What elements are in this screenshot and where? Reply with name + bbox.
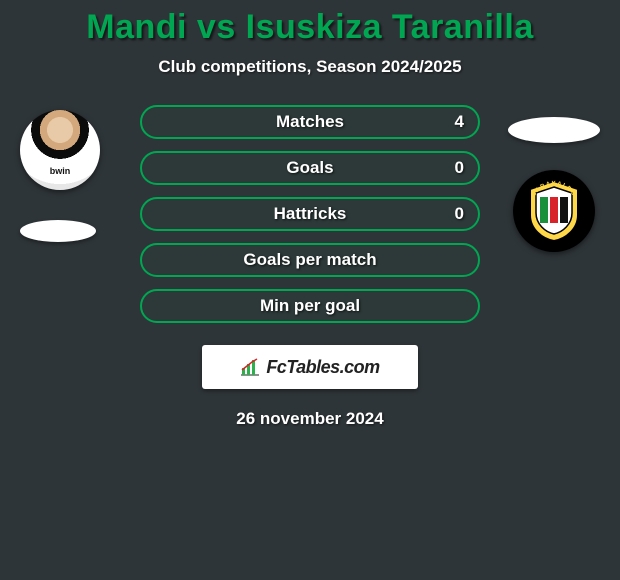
page-subtitle: Club competitions, Season 2024/2025 [0,57,620,77]
ellipse-right [508,117,600,143]
stat-label: Min per goal [260,296,360,316]
stat-label: Goals per match [243,250,376,270]
ellipse-left [20,220,96,242]
stat-row: Goals per match [140,243,480,277]
stat-row: Hattricks 0 [140,197,480,231]
stat-bars: Matches 4 Goals 0 Hattricks 0 Goals per … [140,105,480,323]
player-left-avatar: bwin [20,110,100,190]
stat-label: Hattricks [274,204,347,224]
stat-row: Goals 0 [140,151,480,185]
shield-icon: BARAKALDO [526,179,582,243]
kit-sponsor-label: bwin [20,166,100,176]
brand-box: FcTables.com [202,345,418,389]
bar-chart-icon [240,358,260,376]
footer-date: 26 november 2024 [0,409,620,429]
stat-value-right: 4 [455,112,464,132]
stat-row: Min per goal [140,289,480,323]
stat-value-right: 0 [455,204,464,224]
club-right-badge: BARAKALDO [513,170,595,252]
comparison-area: bwin BARAKALDO Matches 4 [0,105,620,429]
stat-label: Goals [286,158,333,178]
page-title: Mandi vs Isuskiza Taranilla [0,0,620,47]
stat-label: Matches [276,112,344,132]
brand-label: FcTables.com [266,357,379,378]
stat-value-right: 0 [455,158,464,178]
stat-row: Matches 4 [140,105,480,139]
